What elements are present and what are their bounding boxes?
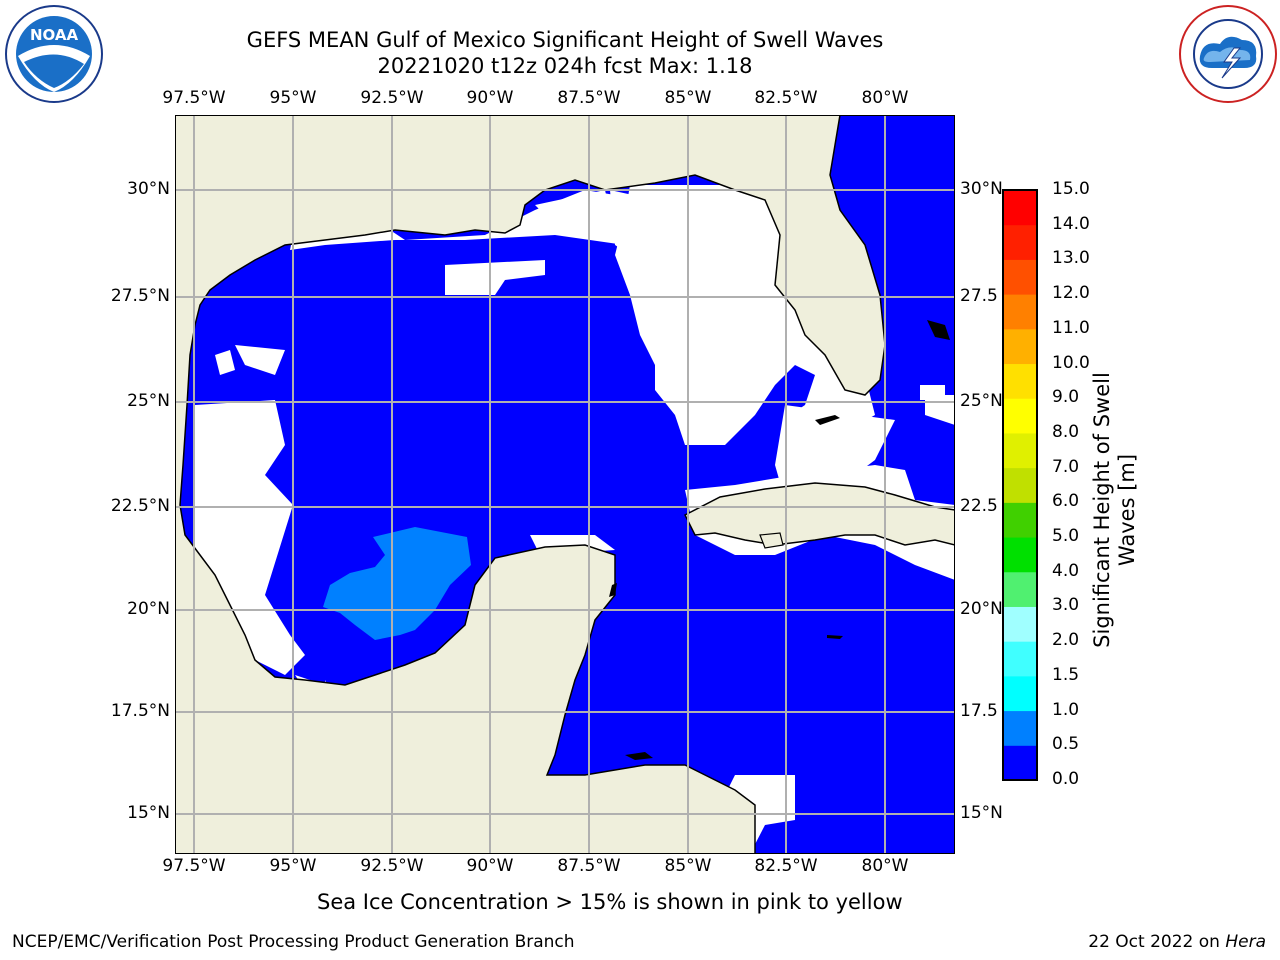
lon-label-bottom: 90°W bbox=[466, 856, 514, 876]
lon-label-top: 80°W bbox=[861, 88, 909, 108]
lat-label-right: 17.5 bbox=[960, 701, 998, 721]
lon-label-bottom: 92.5°W bbox=[360, 856, 424, 876]
lon-label-bottom: 87.5°W bbox=[557, 856, 621, 876]
swell-patch-bay-of-campeche bbox=[323, 527, 471, 640]
colorbar-swatch bbox=[1003, 502, 1037, 538]
colorbar-label-line2: Waves [m] bbox=[1115, 453, 1139, 567]
colorbar-tick-label: 10.0 bbox=[1052, 352, 1090, 373]
lat-label-right: 25°N bbox=[960, 391, 1003, 411]
land-north-america bbox=[175, 115, 955, 854]
colorbar-tick-label: 8.0 bbox=[1052, 421, 1080, 442]
colorbar-swatch bbox=[1003, 363, 1037, 399]
colorbar-tick-label: 15.0 bbox=[1052, 179, 1090, 199]
colorbar bbox=[1002, 189, 1038, 781]
colorbar-label-line1: Significant Height of Swell bbox=[1090, 372, 1114, 648]
colorbar-swatch bbox=[1003, 398, 1037, 434]
colorbar-tick-label: 11.0 bbox=[1052, 317, 1090, 338]
chart-subtitle: 20221020 t12z 024h fcst Max: 1.18 bbox=[377, 54, 753, 78]
lon-label-top: 97.5°W bbox=[162, 88, 226, 108]
land-bahamas bbox=[927, 320, 950, 340]
land-cuba bbox=[683, 482, 955, 546]
lon-label-top: 82.5°W bbox=[754, 88, 818, 108]
colorbar-swatch bbox=[1003, 294, 1037, 330]
lat-label-left: 15°N bbox=[127, 803, 170, 823]
no-data-florida-shelf bbox=[615, 185, 875, 455]
colorbar-swatch bbox=[1003, 432, 1037, 469]
colorbar-tick-label: 7.0 bbox=[1052, 456, 1080, 477]
lat-label-left: 30°N bbox=[127, 179, 170, 199]
colorbar-tick-label: 0.0 bbox=[1052, 769, 1080, 789]
colorbar-swatch bbox=[1003, 710, 1037, 746]
colorbar-swatch bbox=[1003, 606, 1037, 642]
lon-label-bottom: 95°W bbox=[269, 856, 317, 876]
colorbar-swatch bbox=[1003, 190, 1037, 226]
lat-label-left: 17.5°N bbox=[110, 701, 170, 721]
lat-label-left: 27.5°N bbox=[110, 286, 170, 306]
land-bay-islands bbox=[625, 752, 653, 760]
colorbar-swatch bbox=[1003, 641, 1037, 677]
colorbar-tick-label: 9.0 bbox=[1052, 387, 1080, 408]
generation-date: 22 Oct 2022 on Hera bbox=[1088, 932, 1266, 952]
colorbar-tick-label: 13.0 bbox=[1052, 248, 1090, 269]
colorbar-swatch bbox=[1003, 259, 1037, 295]
date-text: 22 Oct 2022 on bbox=[1088, 932, 1226, 952]
lon-label-top: 85°W bbox=[664, 88, 712, 108]
colorbar-swatch bbox=[1003, 467, 1037, 503]
sea-ice-note: Sea Ice Concentration > 15% is shown in … bbox=[317, 890, 903, 914]
no-data-central-patch bbox=[445, 260, 545, 295]
lat-label-right: 22.5 bbox=[960, 496, 998, 516]
colorbar-tick-label: 4.0 bbox=[1052, 560, 1080, 581]
map-panel bbox=[175, 115, 955, 854]
land-cayman bbox=[827, 635, 843, 639]
colorbar-swatch bbox=[1003, 537, 1037, 573]
colorbar-tick-label: 14.0 bbox=[1052, 213, 1090, 234]
lon-label-top: 87.5°W bbox=[557, 88, 621, 108]
colorbar-tick-label: 2.0 bbox=[1052, 630, 1080, 651]
colorbar-tick-label: 3.0 bbox=[1052, 595, 1080, 616]
no-data-ne-shelf bbox=[610, 190, 660, 265]
colorbar-tick-label: 1.0 bbox=[1052, 699, 1080, 720]
colorbar-frame bbox=[1002, 189, 1038, 781]
colorbar-swatch bbox=[1003, 328, 1037, 365]
land-cozumel bbox=[609, 583, 617, 597]
colorbar-tick-label: 12.0 bbox=[1052, 283, 1090, 304]
colorbar-label: Significant Height of Swell Waves [m] bbox=[1090, 300, 1140, 720]
nws-logo bbox=[1179, 5, 1277, 103]
colorbar-tick-label: 0.5 bbox=[1052, 734, 1080, 755]
land-isla-de-la-juventud bbox=[759, 532, 784, 549]
lon-label-top: 90°W bbox=[466, 88, 514, 108]
lon-label-bottom: 82.5°W bbox=[754, 856, 818, 876]
colorbar-swatch bbox=[1003, 571, 1037, 607]
lat-label-right: 15°N bbox=[960, 803, 1003, 823]
lat-label-left: 22.5°N bbox=[110, 496, 170, 516]
land-florida-keys bbox=[815, 415, 840, 425]
noaa-logo-text: NOAA bbox=[30, 26, 79, 44]
lon-label-bottom: 80°W bbox=[861, 856, 909, 876]
colorbar-swatch bbox=[1003, 675, 1037, 712]
lon-label-top: 95°W bbox=[269, 88, 317, 108]
lat-label-left: 20°N bbox=[127, 599, 170, 619]
lon-label-bottom: 85°W bbox=[664, 856, 712, 876]
lon-label-bottom: 97.5°W bbox=[162, 856, 226, 876]
colorbar-tick-label: 1.5 bbox=[1052, 664, 1080, 685]
chart-title: GEFS MEAN Gulf of Mexico Significant Hei… bbox=[246, 28, 884, 52]
colorbar-swatch bbox=[1003, 224, 1037, 260]
lat-label-right: 30°N bbox=[960, 179, 1003, 199]
no-data-northern-coast bbox=[290, 190, 625, 250]
lat-label-right: 20°N bbox=[960, 599, 1003, 619]
machine-name: Hera bbox=[1225, 932, 1266, 952]
lat-label-left: 25°N bbox=[127, 391, 170, 411]
lon-label-top: 92.5°W bbox=[360, 88, 424, 108]
colorbar-swatch bbox=[1003, 745, 1037, 781]
noaa-logo: NOAA bbox=[5, 5, 103, 103]
graticule bbox=[175, 115, 955, 854]
credit-text: NCEP/EMC/Verification Post Processing Pr… bbox=[12, 932, 575, 952]
colorbar-tick-label: 6.0 bbox=[1052, 491, 1080, 512]
lat-label-right: 27.5 bbox=[960, 286, 998, 306]
colorbar-tick-label: 5.0 bbox=[1052, 526, 1080, 547]
